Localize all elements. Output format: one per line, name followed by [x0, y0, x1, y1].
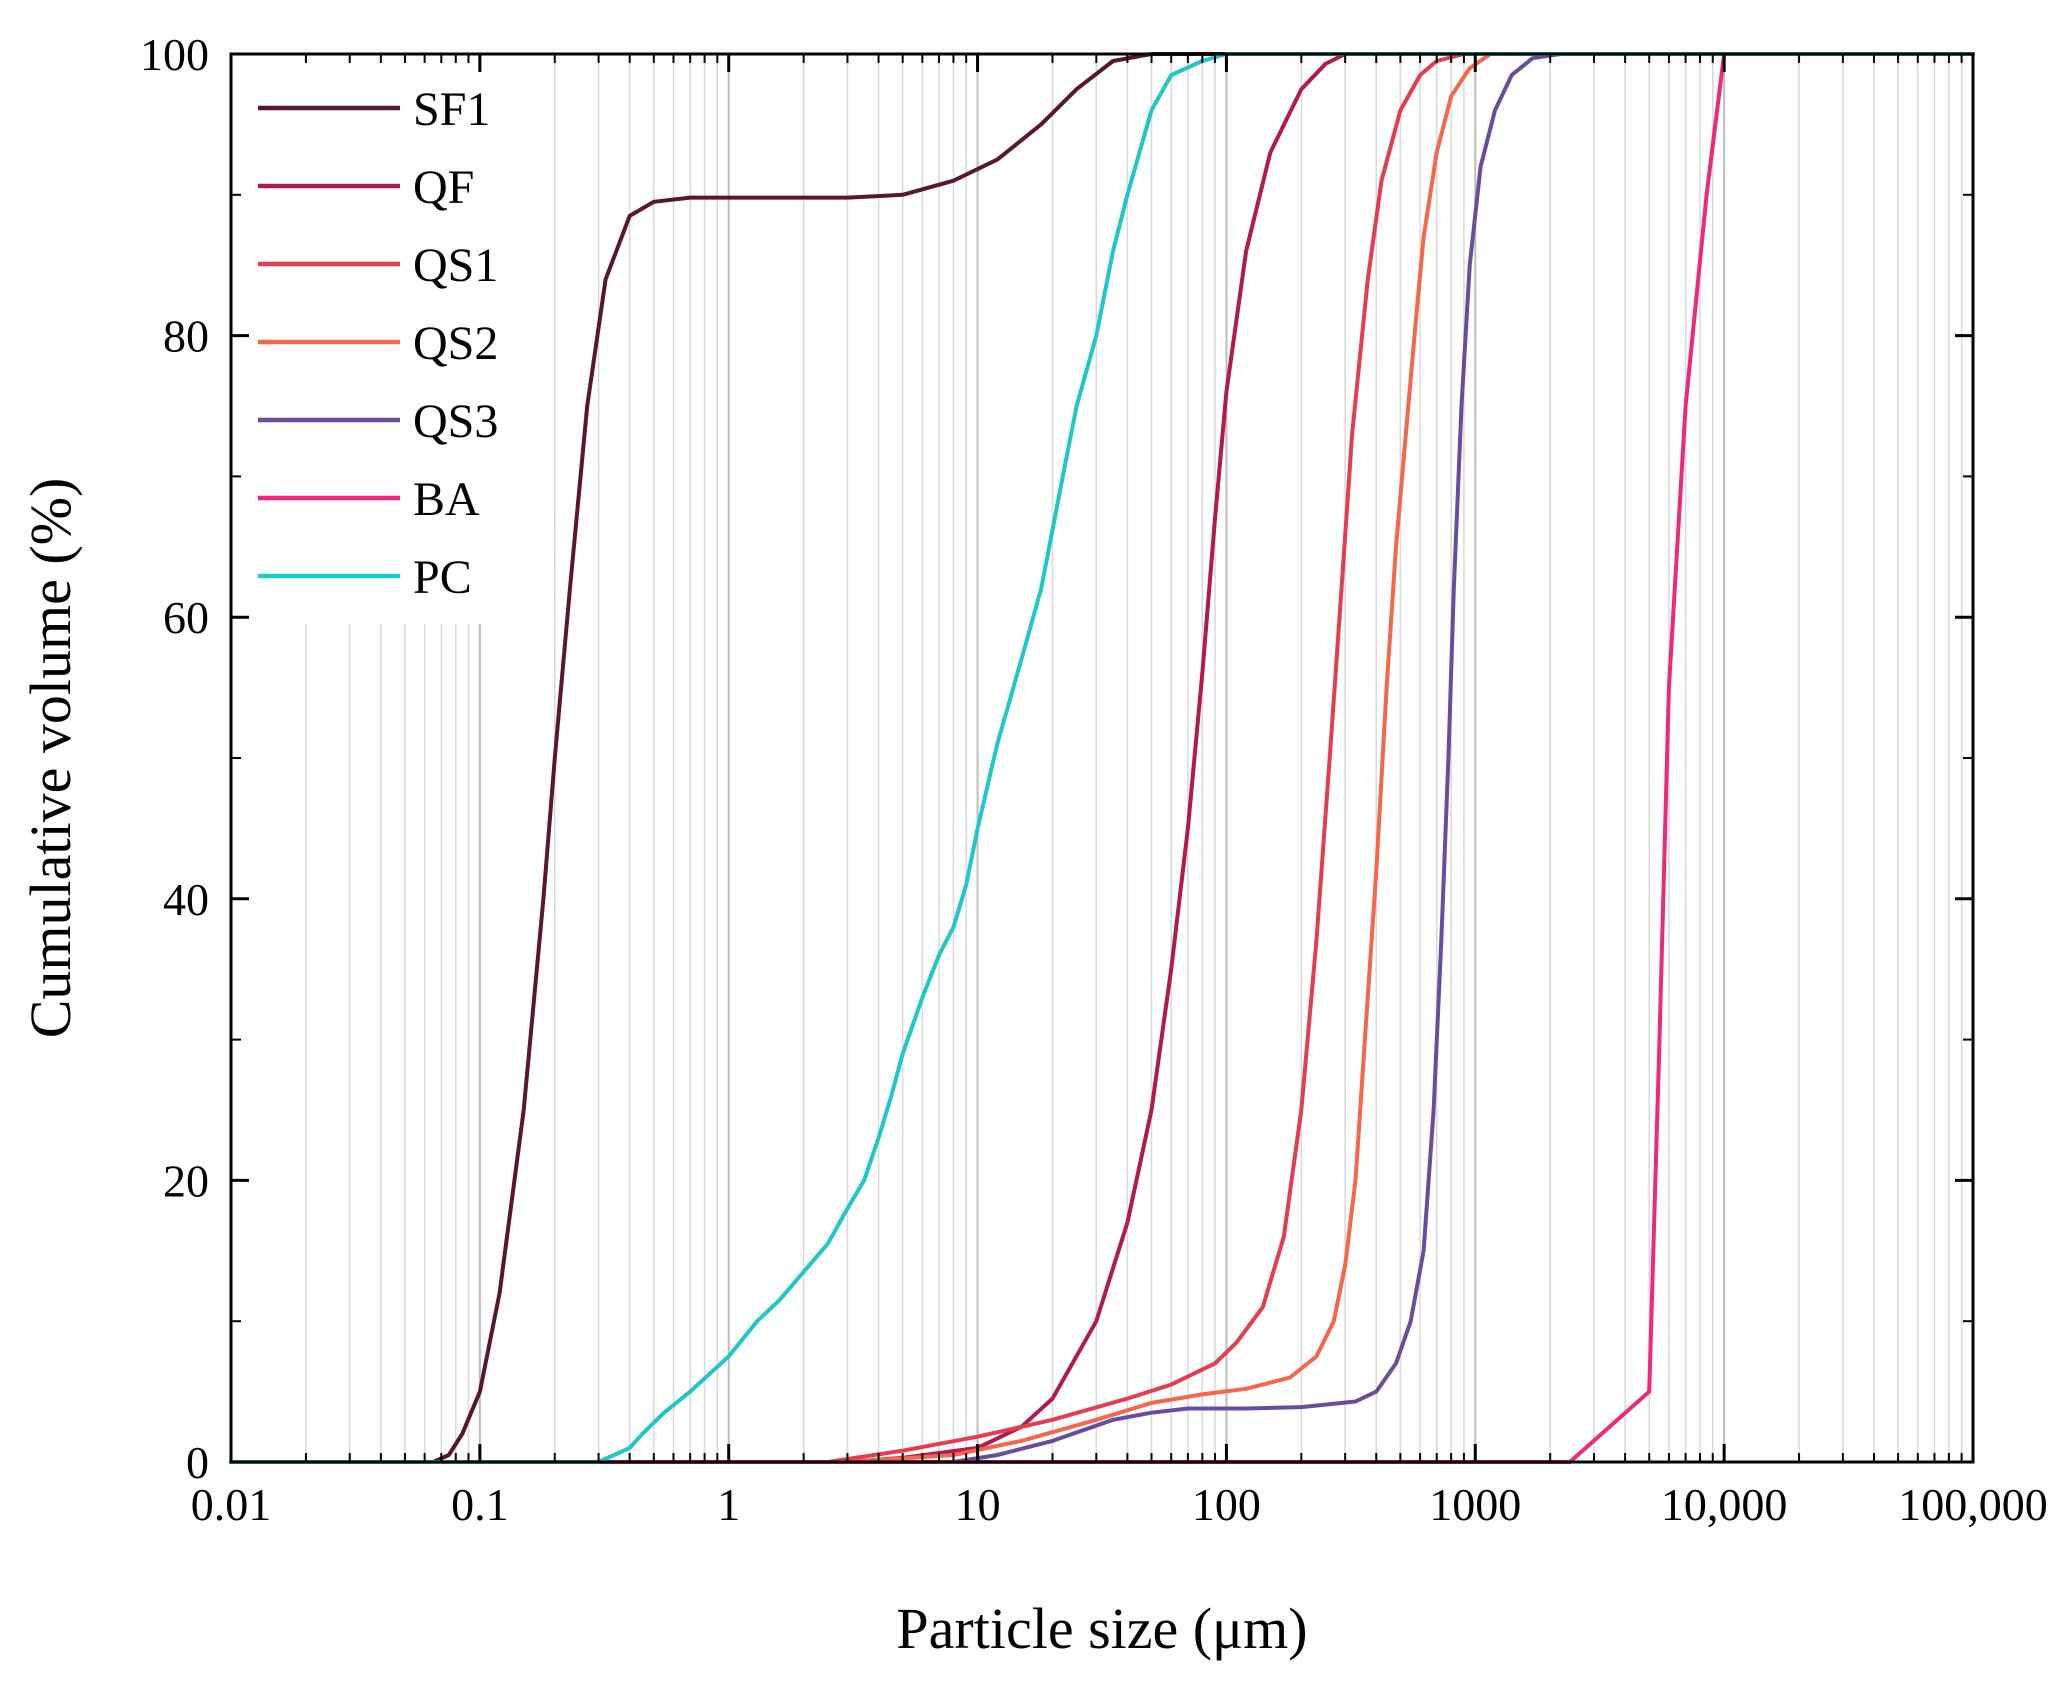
legend-label-qf: QF — [413, 161, 474, 214]
x-axis-title: Particle size (μm) — [896, 1596, 1307, 1661]
x-tick-label: 10,000 — [1661, 1479, 1788, 1530]
y-tick-label: 80 — [163, 311, 209, 362]
x-tick-label: 0.01 — [191, 1479, 272, 1530]
series-line-pc — [229, 52, 1975, 1464]
y-tick-label: 60 — [163, 592, 209, 643]
series-lines — [229, 52, 1975, 1464]
legend-label-sf1: SF1 — [413, 83, 490, 136]
legend-label-qs3: QS3 — [413, 395, 498, 448]
legend: SF1 QF QS1 QS2 QS3 BA PC — [258, 83, 498, 604]
y-axis-title: Cumulative volume (%) — [18, 478, 83, 1039]
x-tick-label: 100 — [1192, 1479, 1261, 1530]
legend-label-qs1: QS1 — [413, 239, 498, 292]
y-tick-label: 40 — [163, 874, 209, 925]
y-tick-label: 100 — [140, 29, 209, 80]
series-line-qs3 — [229, 52, 1975, 1464]
x-tick-label: 100,000 — [1898, 1479, 2048, 1530]
legend-label-ba: BA — [413, 473, 480, 526]
legend-label-qs2: QS2 — [413, 317, 498, 370]
series-line-qs1 — [229, 52, 1975, 1464]
axis-ticks: 0.01 0.1 1 10 100 1000 10,000 100,000 0 20 40 60 80 1… — [140, 29, 2048, 1530]
series-line-qs2 — [229, 52, 1975, 1464]
x-tick-label: 10 — [955, 1479, 1001, 1530]
x-tick-label: 1000 — [1429, 1479, 1521, 1530]
series-line-ba — [229, 52, 1975, 1464]
series-line-qf — [229, 52, 1975, 1464]
series-line-sf1 — [229, 52, 1975, 1464]
x-tick-label: 0.1 — [451, 1479, 509, 1530]
legend-label-pc: PC — [413, 551, 472, 604]
y-tick-label: 20 — [163, 1155, 209, 1206]
x-tick-label: 1 — [717, 1479, 740, 1530]
y-tick-label: 0 — [186, 1437, 209, 1488]
